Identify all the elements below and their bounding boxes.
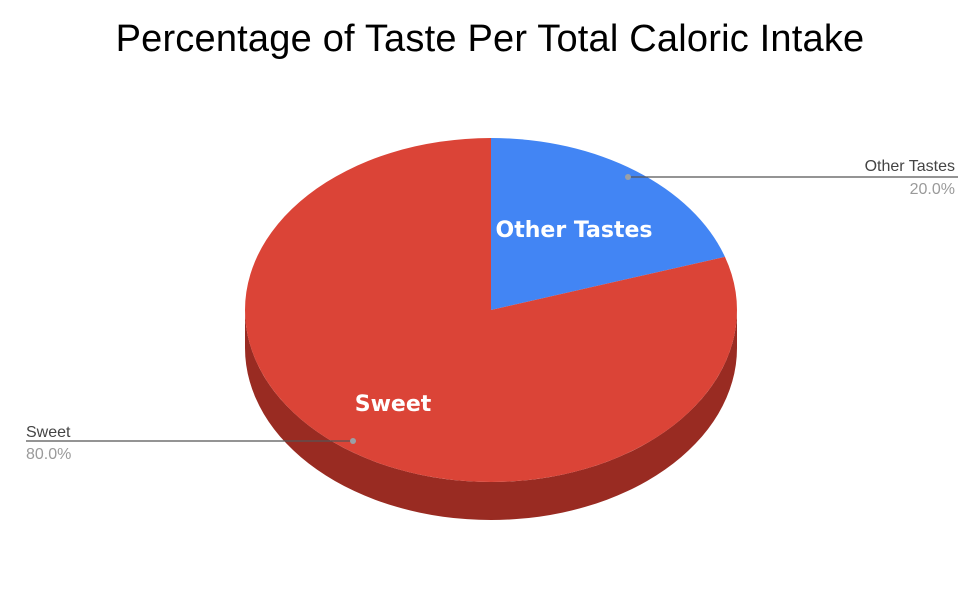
callout-percent: 20.0% (910, 181, 955, 198)
pie-slices (245, 138, 738, 482)
chart-title: Percentage of Taste Per Total Caloric In… (115, 18, 865, 60)
callout-other-tastes: Other Tastes 20.0% (625, 158, 958, 198)
callout-dot (350, 438, 356, 444)
callouts: Other Tastes 20.0% Sweet 80.0% (26, 158, 958, 463)
slice-labels: Other Tastes Sweet (355, 218, 653, 417)
callout-label: Other Tastes (865, 158, 955, 175)
callout-dot (625, 174, 631, 180)
pie-slice-other-tastes[interactable] (491, 138, 725, 310)
callout-percent: 80.0% (26, 446, 71, 463)
pie-slice-sweet[interactable] (245, 138, 738, 482)
pie-side-band (245, 310, 737, 520)
callout-sweet: Sweet 80.0% (26, 424, 356, 463)
pie-3d-side (245, 310, 737, 520)
slice-label-other-tastes: Other Tastes (496, 218, 653, 243)
slice-label-sweet: Sweet (355, 392, 432, 417)
callout-label: Sweet (26, 424, 71, 441)
